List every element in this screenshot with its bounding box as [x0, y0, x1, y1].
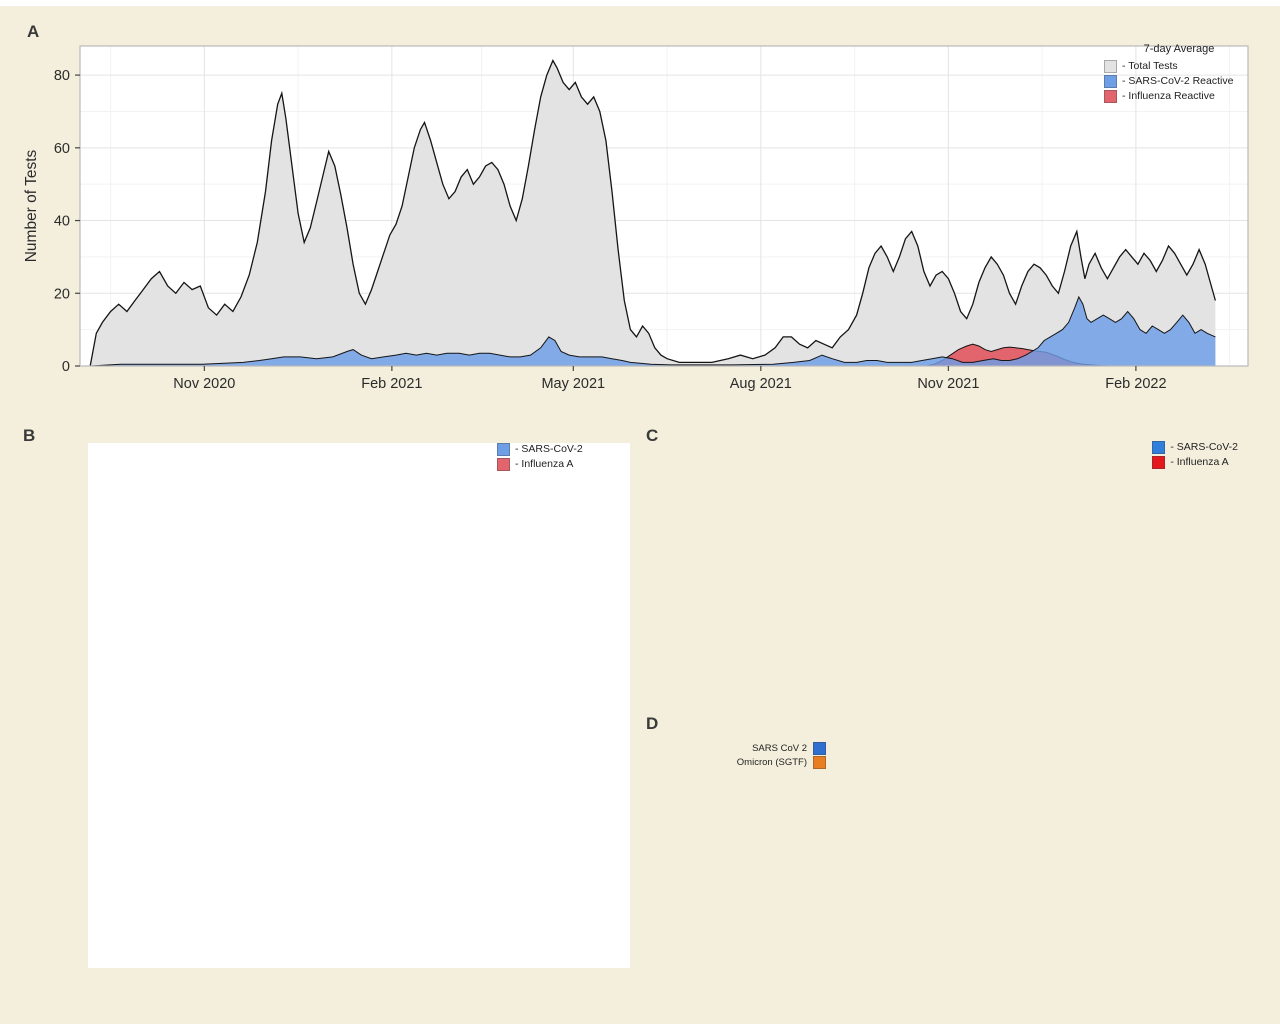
- panel-c-legend: - SARS-CoV-2 - Influenza A: [1152, 440, 1238, 470]
- panel-a-label: A: [27, 22, 40, 41]
- svg-text:Aug 2021: Aug 2021: [730, 376, 792, 392]
- influenza-swatch-icon: [1104, 90, 1117, 104]
- influenza-swatch-icon: [497, 458, 510, 472]
- svg-text:Number of Tests: Number of Tests: [23, 149, 40, 262]
- legend-item-label: - SARS-CoV-2: [515, 443, 583, 455]
- sars-swatch-icon: [813, 742, 826, 756]
- svg-text:Feb 2022: Feb 2022: [1105, 376, 1166, 392]
- svg-text:20: 20: [54, 286, 70, 302]
- svg-text:Nov 2020: Nov 2020: [173, 376, 235, 392]
- svg-text:40: 40: [54, 214, 70, 230]
- legend-item-label: Omicron (SGTF): [736, 756, 807, 768]
- panel-a-legend: 7-day Average - Total Tests - SARS-CoV-2…: [1104, 42, 1254, 105]
- panel-b-legend: - SARS-CoV-2 - Influenza A: [497, 442, 583, 472]
- omicron-swatch-icon: [813, 756, 826, 770]
- svg-text:0: 0: [62, 359, 70, 375]
- panel-b-chart: [88, 443, 630, 968]
- legend-item-influenza-reactive: - Influenza Reactive: [1104, 89, 1254, 104]
- legend-item-omicron: Omicron (SGTF): [708, 756, 826, 770]
- svg-text:May 2021: May 2021: [541, 376, 605, 392]
- legend-item-sars: - SARS-CoV-2: [1152, 440, 1238, 455]
- legend-item-sars-reactive: - SARS-CoV-2 Reactive: [1104, 74, 1254, 89]
- panel-b-label: B: [23, 426, 36, 445]
- total-tests-swatch-icon: [1104, 60, 1117, 74]
- legend-item-influenza: - Influenza A: [497, 457, 583, 472]
- legend-item-influenza: - Influenza A: [1152, 455, 1238, 470]
- legend-item-label: - SARS-CoV-2: [1170, 441, 1238, 453]
- sars-swatch-icon: [1152, 441, 1166, 455]
- legend-item-sars: SARS CoV 2: [708, 742, 826, 756]
- legend-item-label: SARS CoV 2: [752, 743, 807, 754]
- panel-d-legend: SARS CoV 2 Omicron (SGTF): [708, 742, 826, 770]
- figure: A Nov 2020 Feb 2021 May 2021 Aug 2021 Nov 20…: [0, 6, 1280, 1024]
- sars-swatch-icon: [497, 443, 510, 457]
- legend-item-label: - Influenza A: [1170, 456, 1229, 469]
- sars-swatch-icon: [1104, 75, 1117, 89]
- legend-item-label: - Influenza A: [515, 458, 574, 471]
- panel-c-label: C: [646, 426, 659, 445]
- svg-text:60: 60: [54, 141, 70, 157]
- influenza-swatch-icon: [1152, 456, 1166, 470]
- legend-item-sars: - SARS-CoV-2: [497, 442, 583, 457]
- panel-a-chart: Nov 2020 Feb 2021 May 2021 Aug 2021 Nov 2021…: [23, 45, 1249, 392]
- svg-text:Feb 2021: Feb 2021: [361, 376, 422, 392]
- legend-item-total-tests: - Total Tests: [1104, 59, 1254, 74]
- svg-text:80: 80: [54, 68, 70, 84]
- legend-item-label: - Total Tests: [1122, 59, 1178, 72]
- panel-d-label: D: [646, 714, 659, 733]
- legend-item-label: - Influenza Reactive: [1122, 90, 1215, 103]
- svg-text:Nov 2021: Nov 2021: [917, 376, 979, 392]
- legend-item-label: - SARS-CoV-2 Reactive: [1122, 75, 1234, 88]
- legend-title: 7-day Average: [1143, 43, 1215, 55]
